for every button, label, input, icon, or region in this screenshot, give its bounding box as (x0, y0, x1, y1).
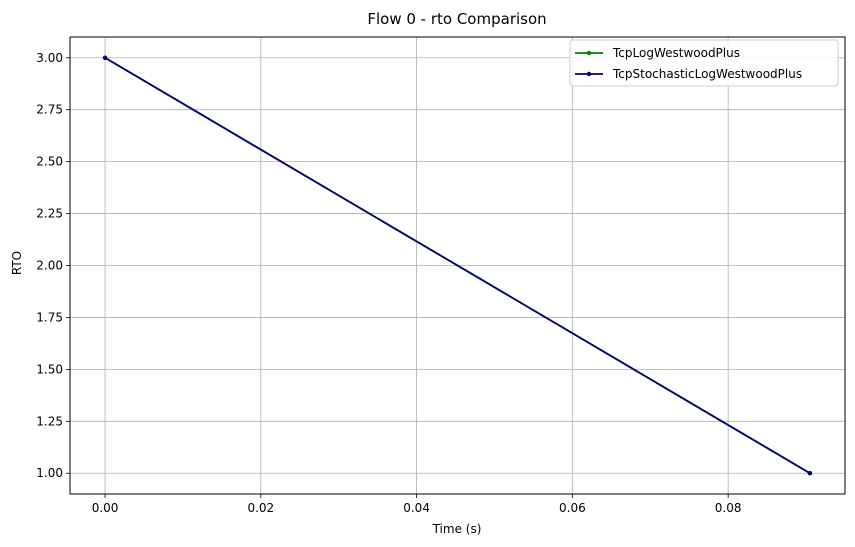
y-tick-label: 3.00 (36, 51, 63, 65)
legend-marker (586, 50, 592, 56)
x-tick-label: 0.04 (403, 501, 430, 515)
y-axis-label: RTO (10, 251, 24, 275)
chart-title: Flow 0 - rto Comparison (367, 10, 546, 28)
x-tick-label: 0.00 (92, 501, 119, 515)
x-tick-label: 0.06 (559, 501, 586, 515)
series-lines (102, 55, 813, 476)
y-tick-label: 2.75 (36, 103, 63, 117)
legend-marker (586, 71, 592, 77)
y-tick-label: 2.25 (36, 207, 63, 221)
y-tick-label: 1.25 (36, 414, 63, 428)
y-tick-label: 2.50 (36, 155, 63, 169)
y-tick-label: 1.00 (36, 466, 63, 480)
x-axis-label: Time (s) (432, 522, 482, 536)
axis-ticks: 0.00 0.02 0.04 0.06 0.08 1.00 1.25 1.50 1.75 2.00… (36, 51, 741, 515)
series-line-1 (104, 56, 811, 475)
data-point (102, 55, 108, 60)
y-tick-label: 1.50 (36, 362, 63, 376)
legend-box (569, 39, 839, 87)
y-tick-label: 1.75 (36, 310, 63, 324)
legend-label: TcpStochasticLogWestwoodPlus (612, 67, 802, 81)
x-tick-label: 0.02 (247, 501, 274, 515)
x-tick-label: 0.08 (715, 501, 742, 515)
legend: TcpLogWestwoodPlus TcpStochasticLogWestwo… (569, 39, 839, 87)
data-point (807, 471, 813, 476)
legend-label: TcpLogWestwoodPlus (612, 46, 740, 60)
y-tick-label: 2.00 (36, 259, 63, 273)
